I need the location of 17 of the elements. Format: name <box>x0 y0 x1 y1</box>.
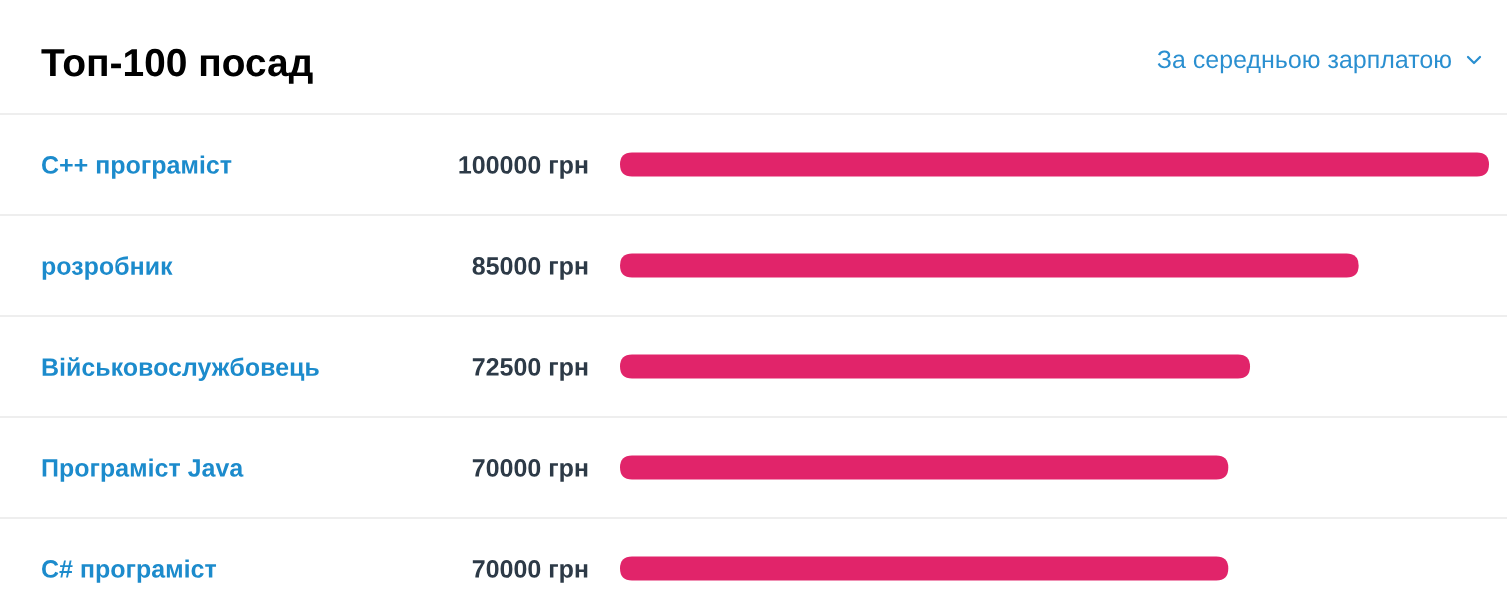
data-label: 70000 грн <box>472 459 588 482</box>
y-tick-label: C++ програміст <box>42 155 232 179</box>
data-label: 100000 грн <box>459 156 588 179</box>
y-tick-label: Програміст Java <box>42 458 244 482</box>
data-label: 72500 грн <box>472 358 588 381</box>
y-tick-label: C# програміст <box>42 559 217 583</box>
bar <box>620 354 1251 379</box>
data-label: 85000 грн <box>472 257 588 280</box>
text: За середньою зарплатою <box>1157 50 1451 74</box>
data-label: 70000 грн <box>472 560 588 583</box>
text: Топ-100 посад <box>41 48 313 84</box>
bar <box>620 556 1229 581</box>
bar <box>620 152 1489 177</box>
bar <box>620 455 1229 480</box>
y-tick-label: Військовослужбовець <box>42 357 319 381</box>
bar <box>620 253 1359 278</box>
y-tick-label: розробник <box>42 256 173 280</box>
